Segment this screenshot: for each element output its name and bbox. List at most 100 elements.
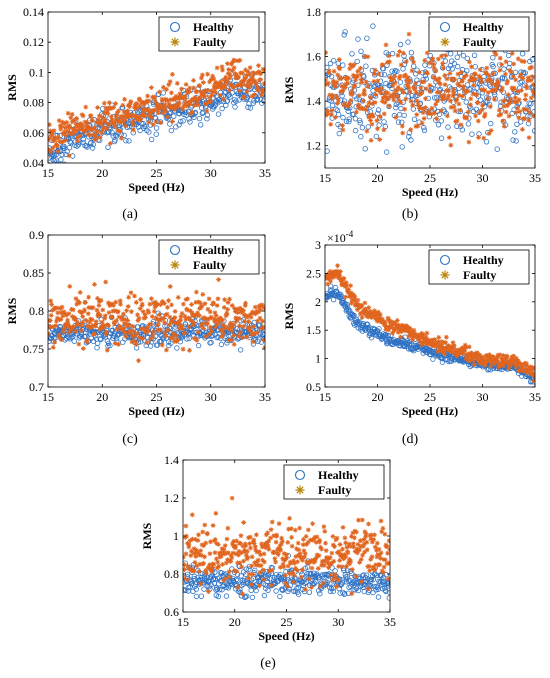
data-point-faulty [463,73,469,78]
data-point-faulty [173,333,179,339]
data-point-faulty [325,50,329,56]
data-point-faulty [135,105,141,110]
data-point-faulty [231,341,237,347]
data-point-faulty [518,72,524,77]
data-point-faulty [129,309,134,315]
data-point-faulty [233,75,238,81]
data-point-healthy [126,138,132,144]
data-point-faulty [305,560,310,566]
data-point-faulty [251,310,256,316]
data-point-healthy [374,572,380,579]
data-point-healthy [370,23,376,29]
data-point-faulty [327,555,333,560]
data-point-faulty [352,549,358,554]
data-point-faulty [316,553,322,559]
data-point-faulty [244,334,250,340]
data-point-healthy [208,582,214,588]
data-point-faulty [513,364,519,370]
data-point-faulty [225,307,230,312]
data-point-faulty [444,76,450,82]
data-point-faulty [105,111,111,116]
data-point-faulty [49,302,54,307]
data-point-healthy [340,114,346,121]
data-point-faulty [60,313,66,319]
data-point-faulty [532,373,535,379]
y-tick-label: 0.85 [23,266,44,280]
data-point-faulty [232,545,238,551]
data-point-faulty [292,560,297,566]
data-point-faulty [202,554,207,560]
data-point-faulty [268,527,274,532]
data-point-faulty [213,313,219,318]
data-point-healthy [306,589,313,595]
data-point-faulty [339,282,345,287]
data-point-faulty [521,106,527,112]
data-point-healthy [66,144,73,151]
data-point-faulty [294,546,299,552]
data-point-healthy [317,591,323,597]
data-point-healthy [188,580,195,587]
data-point-faulty [249,93,255,99]
data-point-faulty [82,119,88,125]
data-point-faulty [257,315,263,321]
data-point-faulty [108,106,114,111]
data-point-faulty [465,351,471,357]
data-point-faulty [488,77,493,83]
data-point-faulty [349,300,354,306]
data-point-faulty [281,564,287,570]
data-point-healthy [224,340,230,346]
data-point-faulty [420,106,426,112]
data-point-faulty [360,552,365,558]
data-point-faulty [50,145,56,151]
data-point-faulty [346,287,351,292]
data-point-faulty [335,550,340,555]
data-point-healthy [233,98,239,104]
data-point-faulty [90,305,96,311]
data-point-faulty [442,82,448,88]
data-point-faulty [326,276,332,282]
data-point-healthy [421,124,427,131]
data-point-faulty [351,62,357,67]
x-tick-label: 35 [384,615,396,629]
data-point-faulty [104,329,109,335]
data-point-faulty [458,107,463,113]
panel-caption: (e) [260,656,276,671]
data-point-faulty [375,309,381,315]
data-point-healthy [409,96,416,102]
data-point-faulty [441,92,447,98]
data-point-faulty [529,372,535,377]
data-point-faulty [512,95,518,101]
data-point-faulty [461,87,467,92]
data-point-faulty [481,355,486,361]
data-point-healthy [506,52,512,59]
data-point-faulty [92,137,98,142]
data-point-healthy [153,125,160,131]
data-point-faulty [227,75,233,81]
data-point-faulty [66,153,72,159]
data-point-healthy [445,124,451,130]
data-point-faulty [288,526,294,532]
x-tick-label: 20 [96,390,108,404]
data-point-healthy [397,41,404,48]
data-point-faulty [482,87,488,93]
data-point-faulty [350,541,356,546]
data-point-faulty [424,50,430,56]
data-point-faulty [243,83,249,88]
data-point-faulty [127,104,132,110]
data-point-faulty [432,337,438,342]
data-point-healthy [215,99,221,106]
data-point-faulty [337,558,343,563]
data-point-faulty [453,98,459,104]
data-point-faulty [463,345,469,350]
data-point-faulty [304,542,309,547]
data-point-faulty [180,346,186,352]
data-point-faulty [386,538,390,544]
y-tick-label: 0.9 [29,228,44,242]
data-point-faulty [431,61,436,67]
data-point-faulty [379,316,385,322]
data-point-faulty [302,554,307,560]
data-point-faulty [275,552,281,557]
data-point-faulty [389,325,395,330]
data-point-faulty [530,74,535,79]
data-point-healthy [325,64,330,71]
